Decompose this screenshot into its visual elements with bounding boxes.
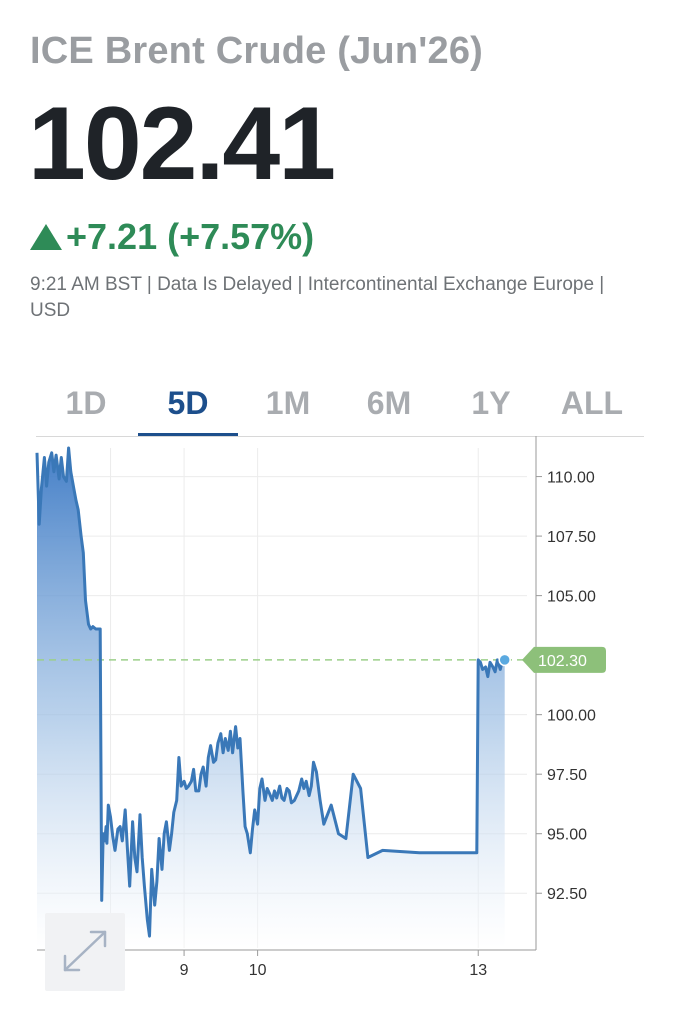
expand-chart-button[interactable]	[45, 913, 125, 991]
instrument-title: ICE Brent Crude (Jun'26)	[30, 30, 484, 72]
x-tick-label: 10	[249, 962, 267, 979]
y-tick-label: 110.00	[547, 470, 595, 487]
last-price: 102.41	[28, 86, 336, 202]
price-change: +7.21 (+7.57%)	[30, 216, 314, 258]
tab-1d[interactable]: 1D	[65, 385, 107, 421]
quote-meta: 9:21 AM BST | Data Is Delayed | Intercon…	[30, 274, 605, 321]
last-value-label: 102.30	[538, 653, 587, 670]
tab-1y[interactable]: 1Y	[471, 385, 511, 421]
triangle-up-icon	[30, 224, 62, 250]
x-axis: 891013	[106, 950, 487, 979]
tab-6m[interactable]: 6M	[366, 385, 412, 421]
tab-all[interactable]: ALL	[560, 385, 624, 421]
tab-5d[interactable]: 5D	[138, 378, 238, 436]
change-percent: (+7.57%)	[167, 216, 315, 257]
y-axis: 110.00 107.50 105.00 100.00 97.50 95.00 92.50	[536, 470, 596, 903]
tab-1m[interactable]: 1M	[265, 385, 311, 421]
y-tick-label: 97.50	[547, 767, 587, 784]
price-area	[37, 448, 505, 948]
y-tick-label: 105.00	[547, 589, 596, 606]
y-tick-label: 92.50	[547, 886, 587, 903]
change-value: +7.21	[66, 216, 158, 257]
y-tick-label: 100.00	[547, 708, 596, 725]
price-chart[interactable]: 110.00107.50105.00100.0097.5095.0092.50 …	[0, 436, 681, 996]
expand-diagonal-icon	[63, 930, 107, 972]
last-value-badge: 102.30	[498, 646, 606, 673]
y-tick-label: 95.00	[547, 827, 587, 844]
x-tick-label: 9	[180, 962, 189, 979]
last-value-dot	[498, 653, 511, 667]
last-value-badge-shape	[522, 646, 606, 673]
timeframe-tabs: 1D 5D 1M 6M 1Y ALL	[36, 378, 644, 437]
x-tick-label: 13	[469, 962, 487, 979]
y-tick-label: 107.50	[547, 529, 596, 546]
price-line	[35, 446, 505, 938]
